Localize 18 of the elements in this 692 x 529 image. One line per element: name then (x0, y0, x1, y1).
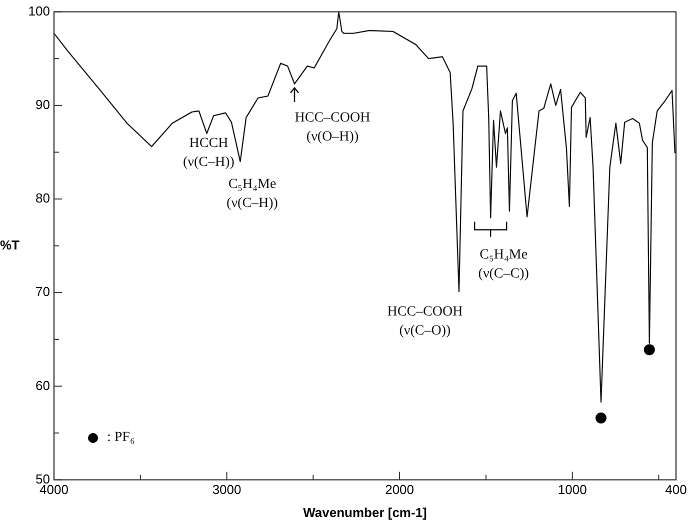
y-tick-label: 70 (36, 284, 50, 300)
annotation: HCCH (ν(C–H)) (183, 136, 235, 170)
annotation: C₅H₄Me (ν(C–H)) (226, 177, 278, 212)
y-tick-label: 90 (36, 96, 50, 112)
x-tick-label: 3000 (212, 482, 242, 498)
x-axis-title: Wavenumber [cm-1] (303, 504, 427, 520)
x-tick-label: 400 (665, 482, 687, 498)
annotation: C₅H₄Me (ν(C–C)) (478, 247, 530, 282)
y-tick-label: 80 (36, 190, 50, 206)
y-axis-title: %T (0, 237, 20, 252)
x-tick-label: 2000 (385, 482, 414, 498)
y-tick-label: 50 (36, 471, 50, 486)
annotation: HCC–COOH (ν(C–O)) (387, 304, 463, 338)
y-tick-label: 100 (28, 3, 50, 18)
annotation: HCC–COOH (ν(O–H)) (294, 110, 370, 145)
y-tick-label: 60 (36, 378, 50, 393)
x-tick-label: 1000 (558, 482, 587, 498)
legend-label: : PF₆ (107, 430, 135, 446)
